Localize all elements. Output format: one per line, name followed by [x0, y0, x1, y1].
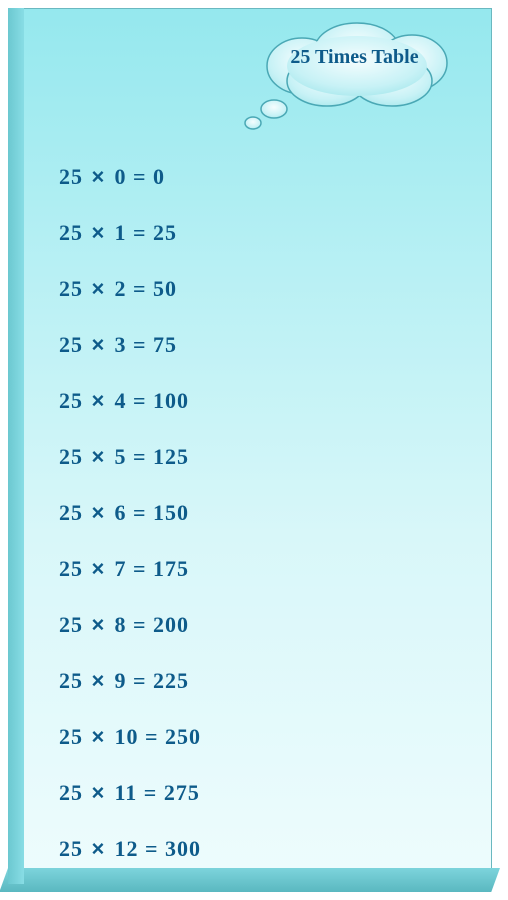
product: 0 — [153, 164, 165, 189]
equation-row: 25 × 6 = 150 — [59, 500, 201, 526]
equals-symbol: = — [145, 724, 165, 749]
product: 150 — [153, 500, 189, 525]
equations-list: 25 × 0 = 025 × 1 = 2525 × 2 = 5025 × 3 =… — [59, 164, 201, 892]
equation-row: 25 × 3 = 75 — [59, 332, 201, 358]
panel-left-edge — [8, 8, 24, 884]
times-symbol: × — [90, 724, 115, 749]
times-symbol: × — [90, 220, 115, 245]
multiplicand: 25 — [59, 276, 83, 301]
equals-symbol: = — [145, 836, 165, 861]
times-symbol: × — [90, 780, 115, 805]
multiplier: 8 — [114, 612, 126, 637]
product: 200 — [153, 612, 189, 637]
multiplicand: 25 — [59, 836, 83, 861]
times-symbol: × — [90, 556, 115, 581]
multiplicand: 25 — [59, 668, 83, 693]
times-symbol: × — [90, 668, 115, 693]
equation-row: 25 × 0 = 0 — [59, 164, 201, 190]
times-symbol: × — [90, 500, 115, 525]
multiplier: 5 — [114, 444, 126, 469]
multiplier: 3 — [114, 332, 126, 357]
equals-symbol: = — [133, 332, 153, 357]
thought-bubble: 25 Times Table — [242, 21, 467, 136]
equals-symbol: = — [133, 388, 153, 413]
multiplicand: 25 — [59, 388, 83, 413]
times-symbol: × — [90, 388, 115, 413]
equation-row: 25 × 2 = 50 — [59, 276, 201, 302]
multiplicand: 25 — [59, 164, 83, 189]
product: 300 — [165, 836, 201, 861]
multiplicand: 25 — [59, 612, 83, 637]
multiplier: 7 — [114, 556, 126, 581]
cloud-icon — [242, 21, 467, 136]
multiplier: 0 — [114, 164, 126, 189]
multiplicand: 25 — [59, 780, 83, 805]
equals-symbol: = — [133, 668, 153, 693]
multiplicand: 25 — [59, 556, 83, 581]
equals-symbol: = — [133, 612, 153, 637]
multiplier: 10 — [114, 724, 138, 749]
equals-symbol: = — [144, 780, 164, 805]
equation-row: 25 × 4 = 100 — [59, 388, 201, 414]
equals-symbol: = — [133, 276, 153, 301]
equals-symbol: = — [133, 500, 153, 525]
multiplier: 6 — [114, 500, 126, 525]
multiplicand: 25 — [59, 332, 83, 357]
product: 100 — [153, 388, 189, 413]
product: 250 — [165, 724, 201, 749]
times-symbol: × — [90, 836, 115, 861]
multiplicand: 25 — [59, 724, 83, 749]
product: 25 — [153, 220, 177, 245]
multiplicand: 25 — [59, 444, 83, 469]
product: 275 — [164, 780, 200, 805]
multiplier: 2 — [114, 276, 126, 301]
equation-row: 25 × 12 = 300 — [59, 836, 201, 862]
panel-bottom-edge — [0, 868, 500, 892]
equation-row: 25 × 10 = 250 — [59, 724, 201, 750]
times-symbol: × — [90, 332, 115, 357]
equals-symbol: = — [133, 444, 153, 469]
times-table-panel: 25 Times Table 25 × 0 = 025 × 1 = 2525 ×… — [8, 8, 492, 884]
product: 175 — [153, 556, 189, 581]
equation-row: 25 × 8 = 200 — [59, 612, 201, 638]
multiplier: 4 — [114, 388, 126, 413]
times-symbol: × — [90, 444, 115, 469]
multiplier: 9 — [114, 668, 126, 693]
multiplier: 1 — [114, 220, 126, 245]
times-symbol: × — [90, 164, 115, 189]
equation-row: 25 × 7 = 175 — [59, 556, 201, 582]
product: 50 — [153, 276, 177, 301]
equals-symbol: = — [133, 556, 153, 581]
equation-row: 25 × 5 = 125 — [59, 444, 201, 470]
equation-row: 25 × 1 = 25 — [59, 220, 201, 246]
times-symbol: × — [90, 276, 115, 301]
multiplier: 11 — [114, 780, 137, 805]
times-symbol: × — [90, 612, 115, 637]
product: 75 — [153, 332, 177, 357]
bubble-title: 25 Times Table — [242, 46, 467, 69]
multiplicand: 25 — [59, 500, 83, 525]
equals-symbol: = — [133, 164, 153, 189]
equals-symbol: = — [133, 220, 153, 245]
equation-row: 25 × 9 = 225 — [59, 668, 201, 694]
multiplicand: 25 — [59, 220, 83, 245]
multiplier: 12 — [114, 836, 138, 861]
product: 225 — [153, 668, 189, 693]
product: 125 — [153, 444, 189, 469]
equation-row: 25 × 11 = 275 — [59, 780, 201, 806]
